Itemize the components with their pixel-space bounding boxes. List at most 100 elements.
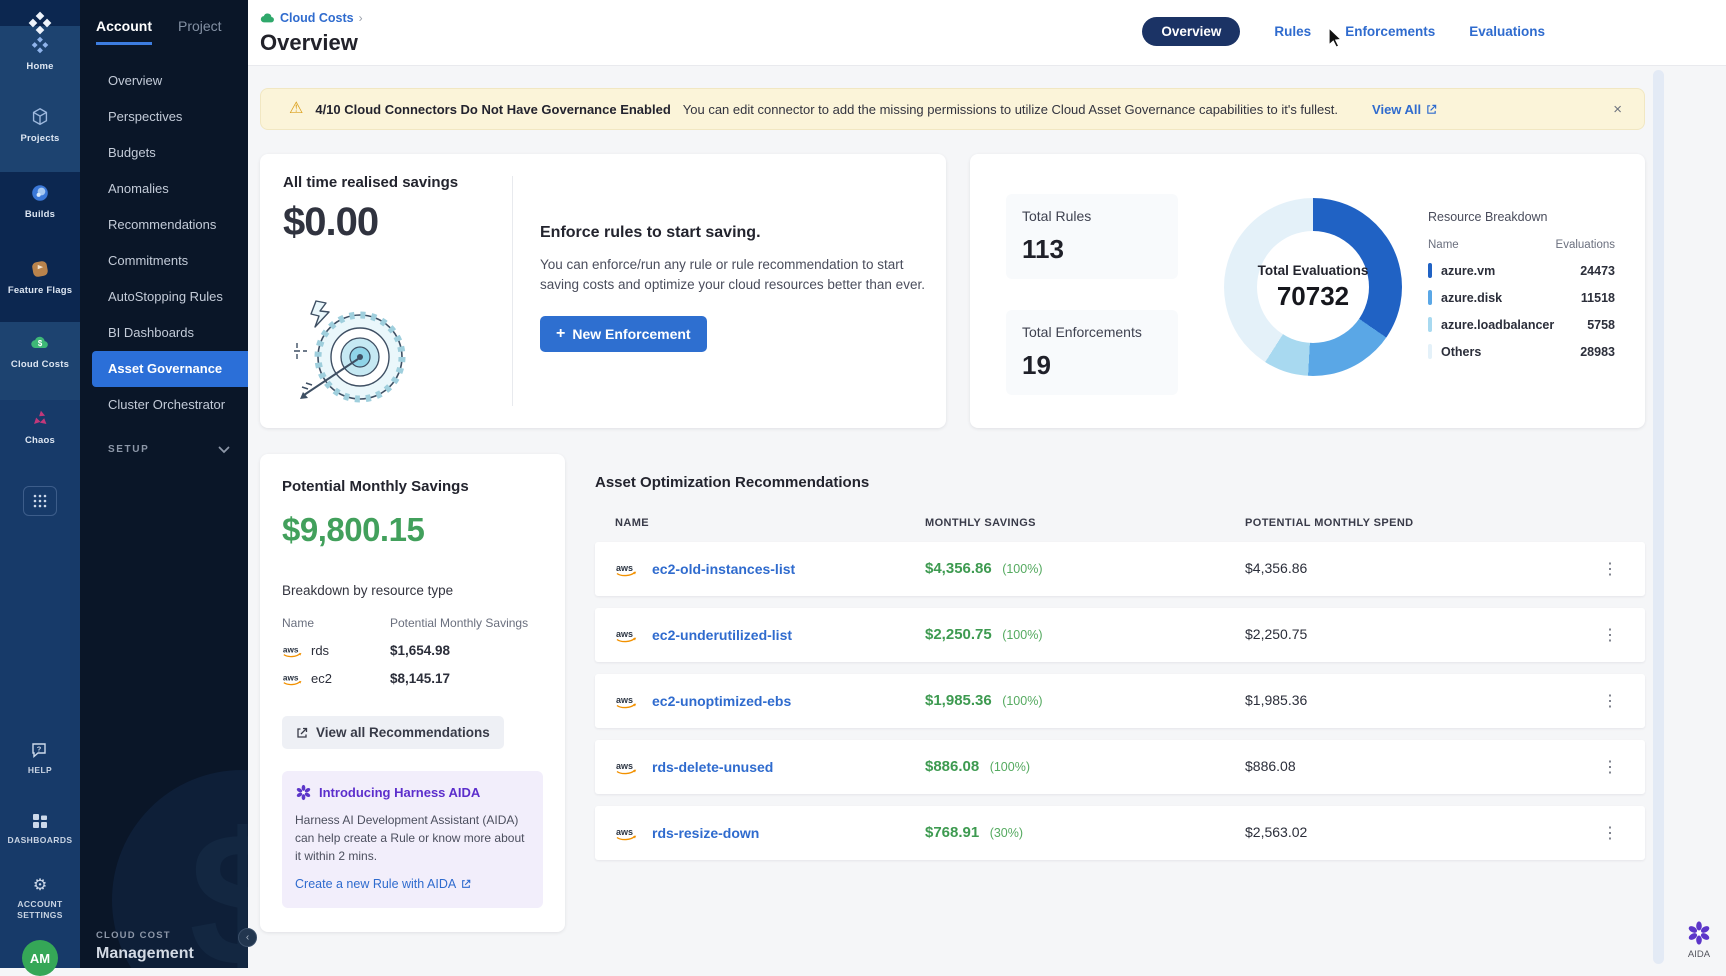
row-menu-button[interactable]: ⋮ (1575, 559, 1645, 579)
row-menu-button[interactable]: ⋮ (1575, 823, 1645, 843)
realised-savings-label: All time realised savings (283, 174, 458, 191)
external-link-icon (1426, 104, 1437, 115)
recommendation-row[interactable]: aws rds-delete-unused $886.08 (100%) (595, 740, 1645, 794)
module-footer-label: CLOUD COST Management (96, 930, 194, 963)
aida-float-label: AIDA (1688, 949, 1710, 960)
tab-project[interactable]: Project (178, 18, 222, 45)
sidebar-module-cloud-costs[interactable]: $ Cloud Costs (0, 332, 80, 371)
sidebar-module-builds[interactable]: Builds (0, 182, 80, 221)
monthly-savings-value: $2,250.75 (925, 626, 992, 643)
recommendations-table-header: NAME MONTHLY SAVINGS POTENTIAL MONTHLY S… (595, 517, 1645, 529)
row-menu-button[interactable]: ⋮ (1575, 625, 1645, 645)
sidebar-module-feature-flags[interactable]: Feature Flags (0, 258, 80, 297)
main-area: Cloud Costs › Overview Overview Rules En… (248, 0, 1726, 968)
aida-flower-icon (295, 784, 312, 801)
total-enforcements-box: Total Enforcements 19 (1006, 310, 1178, 395)
legend-row: azure.vm 24473 (1428, 263, 1615, 278)
help-button[interactable]: ? HELP (0, 742, 80, 776)
setup-section-toggle[interactable]: SETUP (80, 444, 248, 455)
sidenav-item[interactable]: AutoStopping Rules (80, 279, 248, 315)
enforce-description: You can enforce/run any rule or rule rec… (540, 255, 940, 294)
savings-percent: (100%) (1002, 694, 1042, 708)
legend-swatch (1428, 290, 1432, 305)
aws-icon: aws (615, 760, 639, 775)
rule-name-link[interactable]: ec2-old-instances-list (652, 561, 795, 577)
recommendation-row[interactable]: aws ec2-old-instances-list $4,356.86 (10… (595, 542, 1645, 596)
potential-spend-value: $2,563.02 (1245, 824, 1307, 840)
breadcrumb-cloud-costs[interactable]: Cloud Costs (280, 11, 354, 25)
cloud-costs-sidenav: Account Project Overview Perspectives Bu… (80, 0, 248, 968)
recommendation-row[interactable]: aws ec2-unoptimized-ebs $1,985.36 (100%) (595, 674, 1645, 728)
dashboards-button[interactable]: DASHBOARDS (0, 812, 80, 846)
potential-spend-value: $886.08 (1245, 758, 1296, 774)
svg-text:aws: aws (616, 827, 633, 837)
rule-name-link[interactable]: rds-resize-down (652, 825, 759, 841)
row-menu-button[interactable]: ⋮ (1575, 757, 1645, 777)
potential-spend-value: $4,356.86 (1245, 560, 1307, 576)
tab-enforcements[interactable]: Enforcements (1345, 24, 1435, 39)
sidenav-item[interactable]: Recommendations (80, 207, 248, 243)
potential-savings-card: Potential Monthly Savings $9,800.15 Brea… (260, 454, 565, 932)
recommendation-row[interactable]: aws ec2-underutilized-list $2,250.75 (10… (595, 608, 1645, 662)
sidenav-item[interactable]: Anomalies (80, 171, 248, 207)
rule-name-link[interactable]: rds-delete-unused (652, 759, 773, 775)
cloud-costs-breadcrumb-icon (260, 12, 275, 24)
breadcrumb: Cloud Costs › (260, 11, 363, 25)
sidenav-item[interactable]: Commitments (80, 243, 248, 279)
harness-logo-icon[interactable] (0, 10, 80, 36)
realised-savings-value: $0.00 (283, 200, 378, 245)
sidenav-item[interactable]: Overview (80, 63, 248, 99)
account-settings-button[interactable]: ⚙ ACCOUNT SETTINGS (0, 878, 80, 920)
aws-icon: aws (615, 826, 639, 841)
scrollbar[interactable] (1653, 70, 1664, 964)
legend-swatch (1428, 263, 1432, 278)
view-all-recommendations-button[interactable]: View all Recommendations (282, 716, 504, 749)
legend-swatch (1428, 344, 1432, 359)
sidebar-module-projects[interactable]: Projects (0, 106, 80, 145)
aws-icon: aws (615, 562, 639, 577)
banner-close-icon[interactable]: × (1609, 97, 1626, 122)
legend-title: Resource Breakdown (1428, 210, 1615, 224)
sidenav-item[interactable]: Perspectives (80, 99, 248, 135)
legend-row: Others 28983 (1428, 344, 1615, 359)
savings-percent: (100%) (1002, 628, 1042, 642)
sidenav-item[interactable]: Cluster Orchestrator (80, 387, 248, 423)
sidenav-collapse-button[interactable]: ‹ (238, 928, 257, 947)
apps-grid-button[interactable] (0, 486, 80, 516)
enforce-title: Enforce rules to start saving. (540, 224, 940, 242)
banner-title: 4/10 Cloud Connectors Do Not Have Govern… (315, 102, 670, 117)
legend-col-name: Name (1428, 239, 1459, 251)
svg-text:$: $ (38, 339, 43, 348)
asset-optimization-section: Asset Optimization Recommendations NAME … (575, 454, 1645, 872)
monthly-savings-value: $4,356.86 (925, 560, 992, 577)
tab-evaluations[interactable]: Evaluations (1469, 24, 1545, 39)
rule-name-link[interactable]: ec2-unoptimized-ebs (652, 693, 791, 709)
svg-text:aws: aws (616, 563, 633, 573)
tab-account[interactable]: Account (96, 18, 152, 45)
svg-text:aws: aws (283, 645, 299, 654)
cloud-costs-icon: $ (28, 332, 52, 354)
sidenav-item[interactable]: BI Dashboards (80, 315, 248, 351)
page-header: Cloud Costs › Overview Overview Rules En… (248, 0, 1726, 66)
governance-warning-banner: ⚠ 4/10 Cloud Connectors Do Not Have Gove… (260, 88, 1645, 130)
new-enforcement-button[interactable]: + New Enforcement (540, 316, 707, 352)
svg-text:aws: aws (616, 629, 633, 639)
view-all-link[interactable]: View All (1372, 102, 1437, 117)
recommendation-row[interactable]: aws rds-resize-down $768.91 (30%) (595, 806, 1645, 860)
sidenav-item[interactable]: Budgets (80, 135, 248, 171)
sidebar-module-home[interactable]: Home (0, 34, 80, 73)
create-rule-with-aida-link[interactable]: Create a new Rule with AIDA (295, 877, 471, 891)
rule-name-link[interactable]: ec2-underutilized-list (652, 627, 792, 643)
tab-overview[interactable]: Overview (1142, 17, 1240, 46)
chaos-icon (29, 408, 51, 430)
sidebar-module-chaos[interactable]: Chaos (0, 408, 80, 447)
legend-row: azure.disk 11518 (1428, 290, 1615, 305)
tab-rules[interactable]: Rules (1274, 24, 1311, 39)
banner-text: You can edit connector to add the missin… (683, 102, 1338, 117)
user-avatar[interactable]: AM (22, 940, 58, 976)
svg-text:aws: aws (616, 695, 633, 705)
aida-floating-button[interactable]: AIDA (1686, 920, 1712, 960)
row-menu-button[interactable]: ⋮ (1575, 691, 1645, 711)
sidenav-item[interactable]: Asset Governance (92, 351, 248, 387)
recommendations-table-title: Asset Optimization Recommendations (595, 474, 1645, 491)
